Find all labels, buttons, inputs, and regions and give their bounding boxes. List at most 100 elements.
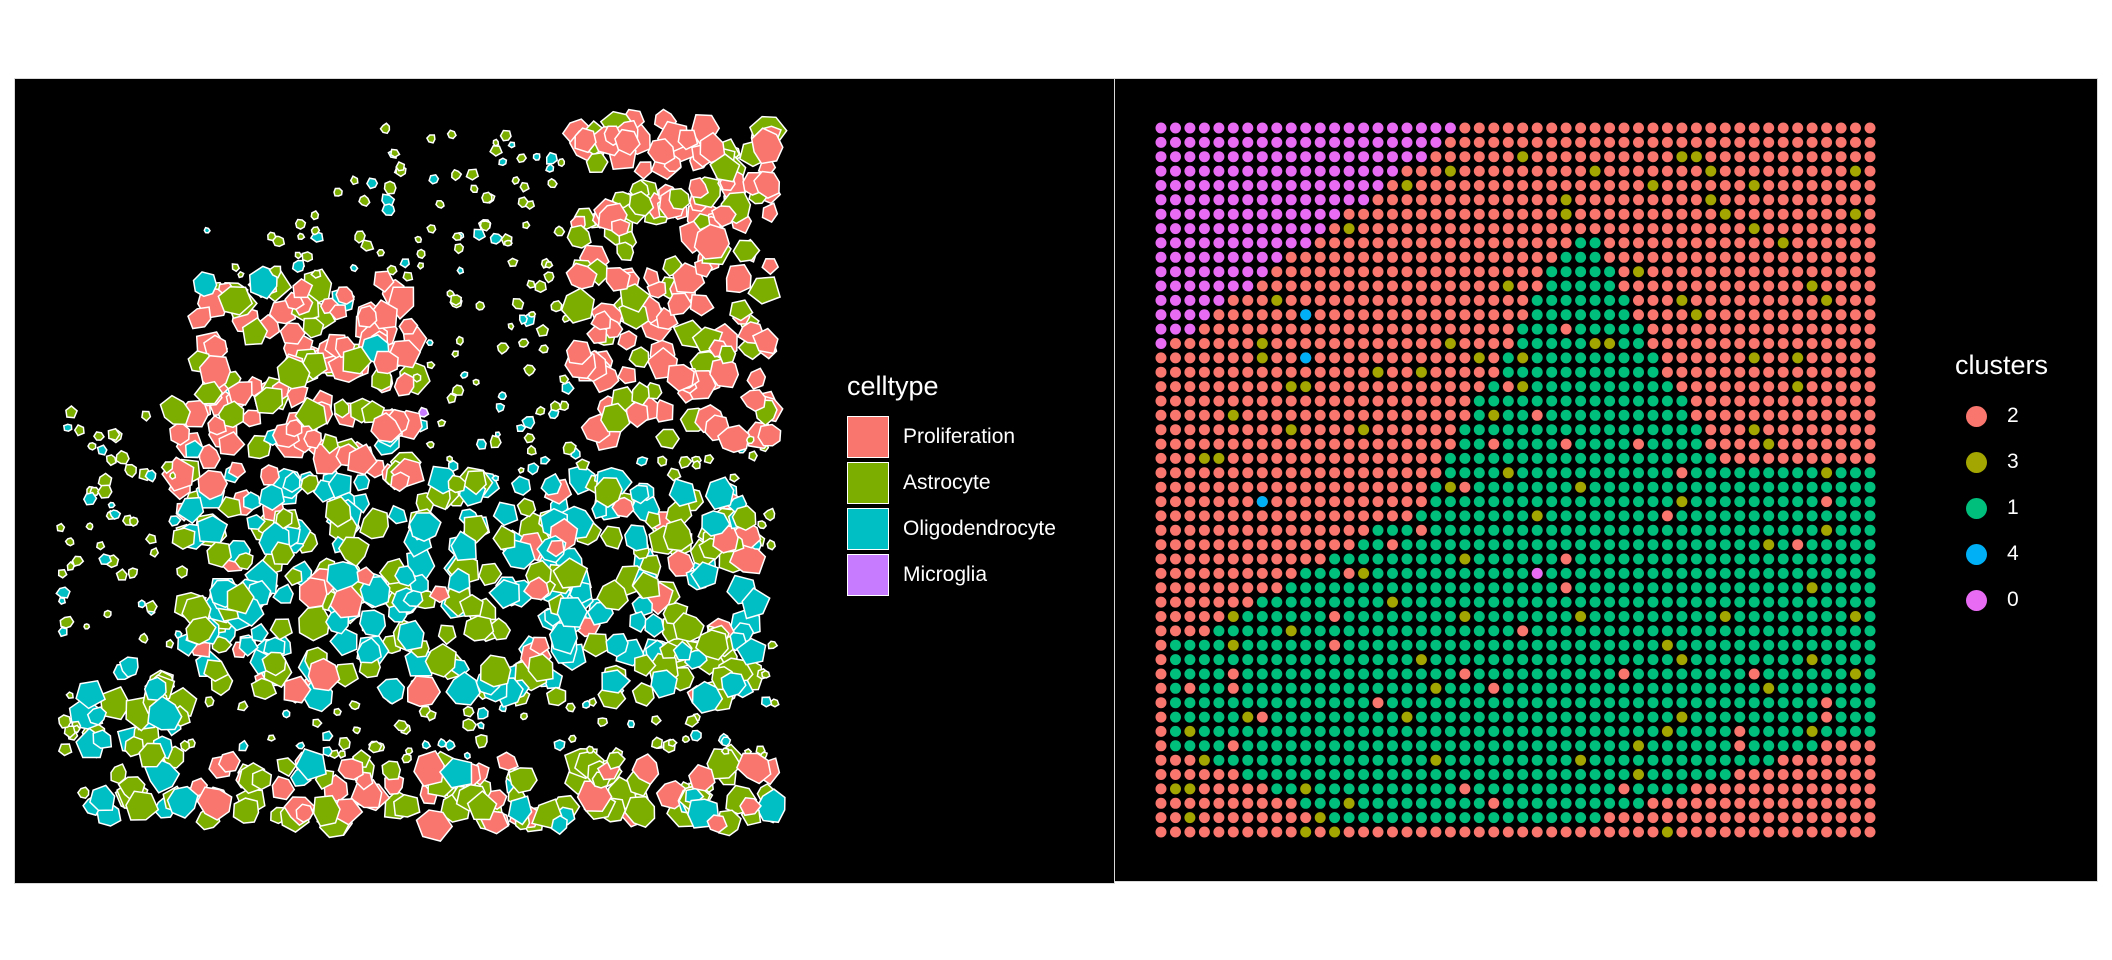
spot-cluster-2 — [1748, 194, 1760, 206]
spot-cluster-1 — [1459, 424, 1471, 436]
spot-cluster-2 — [1488, 797, 1500, 809]
spot-cluster-2 — [1256, 783, 1268, 795]
spot-cluster-1 — [1329, 567, 1341, 579]
spot-cluster-1 — [1358, 582, 1370, 594]
cell-oligodendrocyte — [476, 706, 489, 720]
spot-cluster-2 — [1575, 122, 1587, 134]
spot-cluster-2 — [1415, 309, 1427, 321]
spot-cluster-2 — [1271, 826, 1283, 838]
spot-cluster-0 — [1227, 237, 1239, 249]
spot-cluster-2 — [1314, 266, 1326, 278]
spot-cluster-2 — [1777, 424, 1789, 436]
spot-cluster-2 — [1763, 280, 1775, 292]
cell-astrocyte — [358, 194, 371, 207]
spot-cluster-1 — [1604, 797, 1616, 809]
spot-cluster-1 — [1618, 395, 1630, 407]
cell-astrocyte — [217, 285, 254, 316]
spot-cluster-2 — [1777, 136, 1789, 148]
spot-cluster-2 — [1705, 151, 1717, 163]
spot-cluster-1 — [1777, 496, 1789, 508]
spot-cluster-1 — [1850, 697, 1861, 709]
spot-cluster-1 — [1777, 539, 1789, 551]
spot-cluster-0 — [1242, 223, 1254, 235]
spot-cluster-0 — [1213, 165, 1225, 177]
spot-cluster-2 — [1184, 424, 1196, 436]
spot-cluster-2 — [1198, 783, 1210, 795]
spot-cluster-2 — [1285, 553, 1297, 565]
spot-cluster-2 — [1748, 826, 1760, 838]
legend-item-microglia: Microglia — [847, 552, 1056, 598]
spot-cluster-1 — [1213, 682, 1225, 694]
spot-cluster-0 — [1170, 208, 1181, 220]
spot-cluster-2 — [1763, 208, 1775, 220]
spot-cluster-2 — [1690, 266, 1702, 278]
spot-cluster-1 — [1372, 668, 1384, 680]
spot-cluster-1 — [1560, 338, 1572, 349]
cell-astrocyte — [463, 514, 490, 544]
spot-cluster-0 — [1170, 266, 1181, 278]
cell-astrocyte — [206, 541, 233, 569]
spot-cluster-2 — [1850, 797, 1861, 809]
cell-oligodendrocyte — [174, 630, 183, 639]
cell-astrocyte — [489, 145, 503, 157]
spot-cluster-2 — [1850, 424, 1861, 436]
spot-cluster-1 — [1285, 596, 1297, 608]
spot-cluster-2 — [1806, 366, 1818, 378]
spot-cluster-2 — [1387, 467, 1398, 479]
spot-cluster-2 — [1170, 366, 1181, 378]
spot-cluster-2 — [1661, 165, 1673, 177]
spot-cluster-1 — [1444, 611, 1456, 622]
spot-cluster-2 — [1170, 812, 1181, 824]
spot-cluster-2 — [1473, 122, 1485, 134]
spot-cluster-2 — [1517, 309, 1529, 321]
spot-cluster-2 — [1213, 496, 1225, 508]
spot-cluster-1 — [1821, 539, 1833, 551]
spot-cluster-2 — [1560, 438, 1572, 450]
spot-cluster-2 — [1850, 223, 1861, 235]
spot-cluster-0 — [1314, 194, 1326, 206]
spot-cluster-2 — [1821, 395, 1833, 407]
spot-cluster-2 — [1864, 180, 1876, 191]
cell-oligodendrocyte — [518, 314, 529, 325]
spot-cluster-2 — [1459, 223, 1471, 235]
spot-cluster-1 — [1459, 582, 1471, 594]
cell-proliferation — [370, 412, 403, 443]
spot-cluster-1 — [1314, 582, 1326, 594]
spot-cluster-2 — [1821, 797, 1833, 809]
cell-oligodendrocyte — [556, 596, 589, 628]
cell-proliferation — [693, 223, 731, 260]
spot-cluster-1 — [1676, 596, 1688, 608]
spot-cluster-1 — [1604, 409, 1616, 421]
spot-cluster-2 — [1170, 496, 1181, 508]
spot-cluster-1 — [1661, 409, 1673, 421]
cell-proliferation — [751, 327, 779, 355]
spot-cluster-1 — [1835, 510, 1847, 522]
spot-cluster-2 — [1285, 338, 1297, 349]
spot-cluster-1 — [1271, 639, 1283, 651]
spot-cluster-1 — [1792, 496, 1804, 508]
spot-cluster-2 — [1343, 409, 1355, 421]
legend-label-astrocyte: Astrocyte — [903, 471, 991, 494]
spot-cluster-1 — [1850, 510, 1861, 522]
spot-cluster-2 — [1604, 151, 1616, 163]
spot-cluster-1 — [1748, 467, 1760, 479]
spot-cluster-0 — [1170, 165, 1181, 177]
spot-cluster-1 — [1589, 740, 1601, 752]
spot-cluster-1 — [1502, 452, 1514, 464]
spot-cluster-1 — [1589, 266, 1601, 278]
spot-cluster-2 — [1792, 424, 1804, 436]
spot-cluster-2 — [1560, 582, 1572, 594]
spot-cluster-3 — [1473, 352, 1485, 364]
cell-proliferation — [413, 749, 445, 787]
cell-oligodendrocyte — [624, 524, 649, 552]
spot-cluster-2 — [1792, 165, 1804, 177]
spot-cluster-2 — [1488, 251, 1500, 263]
spot-cluster-2 — [1719, 797, 1731, 809]
spot-cluster-2 — [1864, 309, 1876, 321]
spot-cluster-2 — [1227, 309, 1239, 321]
spot-cluster-1 — [1415, 697, 1427, 709]
spot-cluster-0 — [1343, 122, 1355, 134]
cell-oligodendrocyte — [402, 589, 424, 608]
cell-proliferation — [347, 443, 378, 476]
spot-cluster-1 — [1256, 754, 1268, 766]
